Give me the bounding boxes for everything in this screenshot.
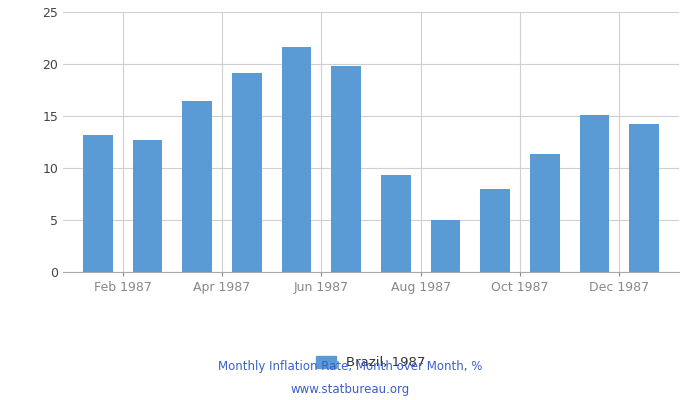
Bar — [430, 220, 461, 272]
Text: Monthly Inflation Rate, Month over Month, %: Monthly Inflation Rate, Month over Month… — [218, 360, 482, 373]
Bar — [182, 102, 212, 272]
Legend: Brazil, 1987: Brazil, 1987 — [311, 351, 431, 375]
Bar — [132, 140, 162, 272]
Bar — [580, 115, 610, 272]
Bar — [232, 73, 262, 272]
Bar — [331, 66, 361, 272]
Bar — [381, 175, 411, 272]
Bar — [83, 135, 113, 272]
Bar — [530, 154, 560, 272]
Bar — [480, 189, 510, 272]
Bar — [629, 124, 659, 272]
Text: www.statbureau.org: www.statbureau.org — [290, 383, 410, 396]
Bar — [281, 47, 312, 272]
